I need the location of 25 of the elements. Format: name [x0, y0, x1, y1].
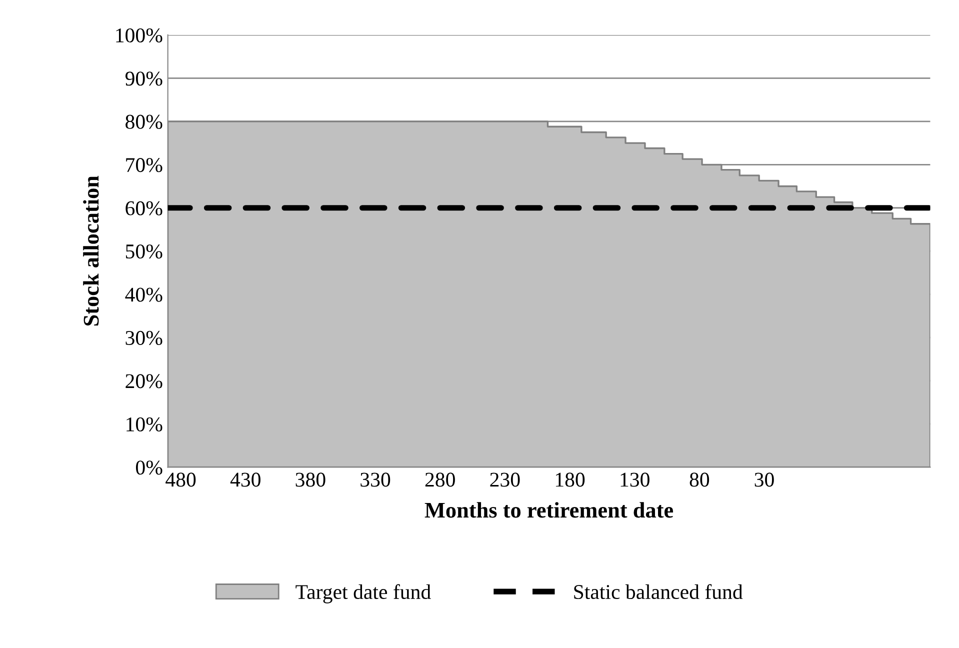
- legend-label: Static balanced fund: [574, 584, 743, 600]
- y-tick-label: 90%: [125, 72, 162, 86]
- x-axis-title: Months to retirement date: [424, 502, 674, 518]
- x-tick-label: 230: [490, 472, 520, 487]
- x-tick-label: 130: [620, 472, 650, 487]
- x-tick-label: 330: [360, 472, 390, 487]
- y-tick-label: 100%: [116, 28, 162, 42]
- y-tick-label: 20%: [126, 374, 162, 388]
- x-tick-label: 430: [230, 472, 260, 487]
- y-tick-label: 30%: [126, 330, 162, 346]
- y-axis-title: Stock allocation: [83, 176, 99, 326]
- x-tick-label: 480: [166, 472, 196, 487]
- x-tick-label: 280: [425, 472, 455, 487]
- y-tick-label: 50%: [126, 244, 162, 259]
- legend-label: Target date fund: [296, 584, 431, 604]
- x-tick-label: 80: [690, 472, 710, 487]
- y-tick-label: 40%: [125, 288, 162, 302]
- x-tick-label: 30: [754, 472, 774, 487]
- y-tick-label: 0%: [136, 460, 162, 475]
- x-tick-label: 380: [296, 472, 326, 487]
- y-tick-label: 60%: [126, 201, 162, 216]
- y-tick-label: 70%: [126, 158, 162, 172]
- y-tick-label: 80%: [126, 114, 162, 129]
- y-tick-label: 10%: [126, 417, 162, 432]
- x-tick-label: 180: [556, 472, 585, 487]
